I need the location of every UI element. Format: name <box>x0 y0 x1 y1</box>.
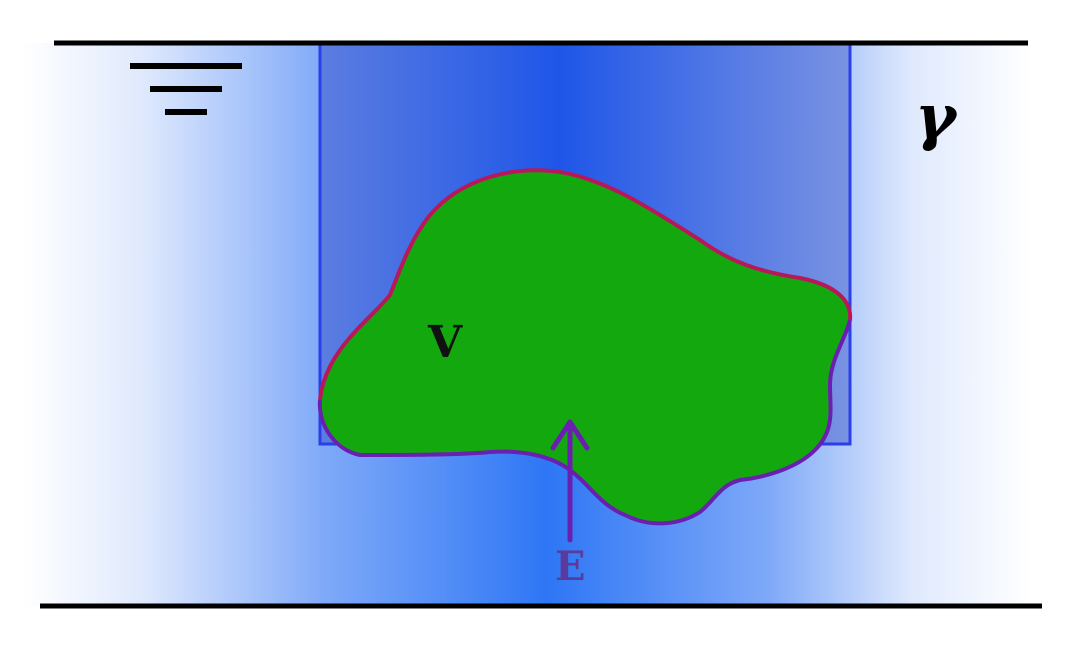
volume-label: V <box>427 317 463 368</box>
submerged-body <box>319 170 851 524</box>
buoyant-force-arrow <box>550 419 590 543</box>
body-bottom-outline <box>317 319 852 526</box>
specific-weight-label: γ <box>915 80 959 153</box>
free-surface-icon <box>130 63 242 115</box>
body-top-outline <box>318 168 853 401</box>
force-label: E <box>555 543 586 590</box>
